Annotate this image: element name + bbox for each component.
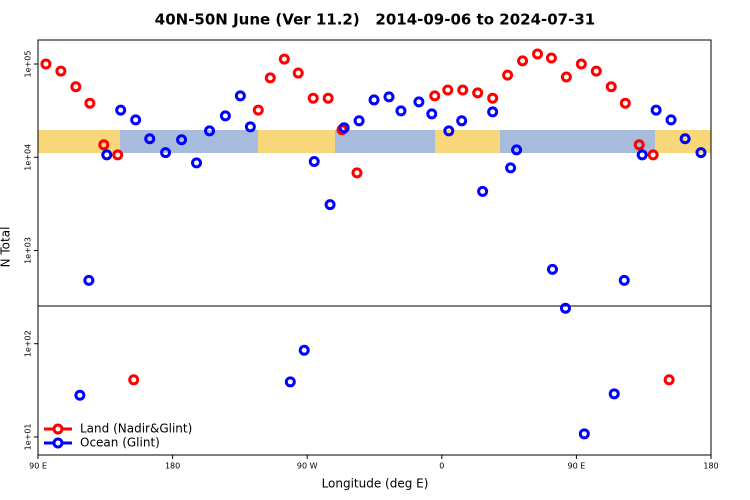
point: [457, 84, 469, 96]
point: [429, 90, 441, 102]
point: [244, 121, 256, 133]
legend-label: Land (Nadir&Glint): [80, 422, 192, 436]
y-axis-label: N Total: [0, 227, 13, 268]
point: [298, 344, 310, 356]
point: [322, 92, 334, 104]
point: [284, 376, 296, 388]
y-tick-label: 1e+02: [24, 330, 33, 357]
x-axis-label: Longitude (deg E): [322, 477, 429, 491]
x-tick-label: 90 W: [297, 462, 318, 471]
point: [144, 133, 156, 145]
point: [353, 115, 365, 127]
point: [472, 87, 484, 99]
point: [204, 125, 216, 137]
point: [695, 147, 707, 159]
point: [560, 71, 572, 83]
point: [292, 67, 304, 79]
point: [578, 428, 590, 440]
point: [395, 105, 407, 117]
point: [83, 274, 95, 286]
point: [663, 374, 675, 386]
point: [477, 185, 489, 197]
point: [559, 302, 571, 314]
ocean-band: [38, 130, 711, 153]
point: [605, 81, 617, 93]
point: [442, 84, 454, 96]
point: [487, 106, 499, 118]
point: [426, 108, 438, 120]
point: [112, 149, 124, 161]
point: [84, 97, 96, 109]
point: [98, 139, 110, 151]
point: [546, 263, 558, 275]
point: [511, 144, 523, 156]
point: [619, 97, 631, 109]
x-tick-label: 90 E: [29, 462, 47, 471]
point: [618, 274, 630, 286]
point: [487, 92, 499, 104]
point: [278, 53, 290, 65]
point: [74, 389, 86, 401]
point: [219, 110, 231, 122]
y-tick-label: 1e+05: [24, 51, 33, 78]
point: [40, 58, 52, 70]
x-tick-label: 180: [703, 462, 718, 471]
legend-marker: [52, 423, 64, 435]
legend: Land (Nadir&Glint)Ocean (Glint): [44, 422, 192, 450]
point: [590, 65, 602, 77]
point: [191, 157, 203, 169]
point: [176, 134, 188, 146]
point: [324, 199, 336, 211]
point: [264, 72, 276, 84]
point: [338, 122, 350, 134]
point: [636, 149, 648, 161]
plot-frame: [37, 39, 712, 456]
y-tick-label: 1e+01: [24, 423, 33, 450]
point: [650, 104, 662, 116]
point: [383, 91, 395, 103]
point: [128, 374, 140, 386]
point: [368, 94, 380, 106]
point: [101, 149, 113, 161]
x-tick-label: 180: [165, 462, 180, 471]
y-tick-label: 1e+03: [24, 237, 33, 264]
map-band: [38, 130, 711, 153]
x-tick-label: 90 E: [568, 462, 586, 471]
land-band: [258, 130, 335, 153]
x-tick-label: 0: [439, 462, 444, 471]
point: [115, 104, 127, 116]
point: [633, 139, 645, 151]
point: [532, 48, 544, 60]
point: [647, 149, 659, 161]
point: [130, 114, 142, 126]
y-tick-label: 1e+04: [24, 144, 33, 171]
legend-label: Ocean (Glint): [80, 436, 160, 450]
point: [55, 65, 67, 77]
point: [307, 92, 319, 104]
point: [665, 114, 677, 126]
point: [160, 147, 172, 159]
point: [517, 55, 529, 67]
point: [70, 81, 82, 93]
point: [413, 96, 425, 108]
point: [351, 167, 363, 179]
point: [252, 104, 264, 116]
point: [308, 156, 320, 168]
point: [456, 115, 468, 127]
legend-marker: [52, 437, 64, 449]
chart-title: 40N-50N June (Ver 11.2) 2014-09-06 to 20…: [155, 11, 595, 29]
point: [505, 162, 517, 174]
point: [679, 133, 691, 145]
point: [234, 90, 246, 102]
point: [608, 388, 620, 400]
point: [443, 125, 455, 137]
point: [575, 58, 587, 70]
point: [545, 52, 557, 64]
point: [502, 69, 514, 81]
